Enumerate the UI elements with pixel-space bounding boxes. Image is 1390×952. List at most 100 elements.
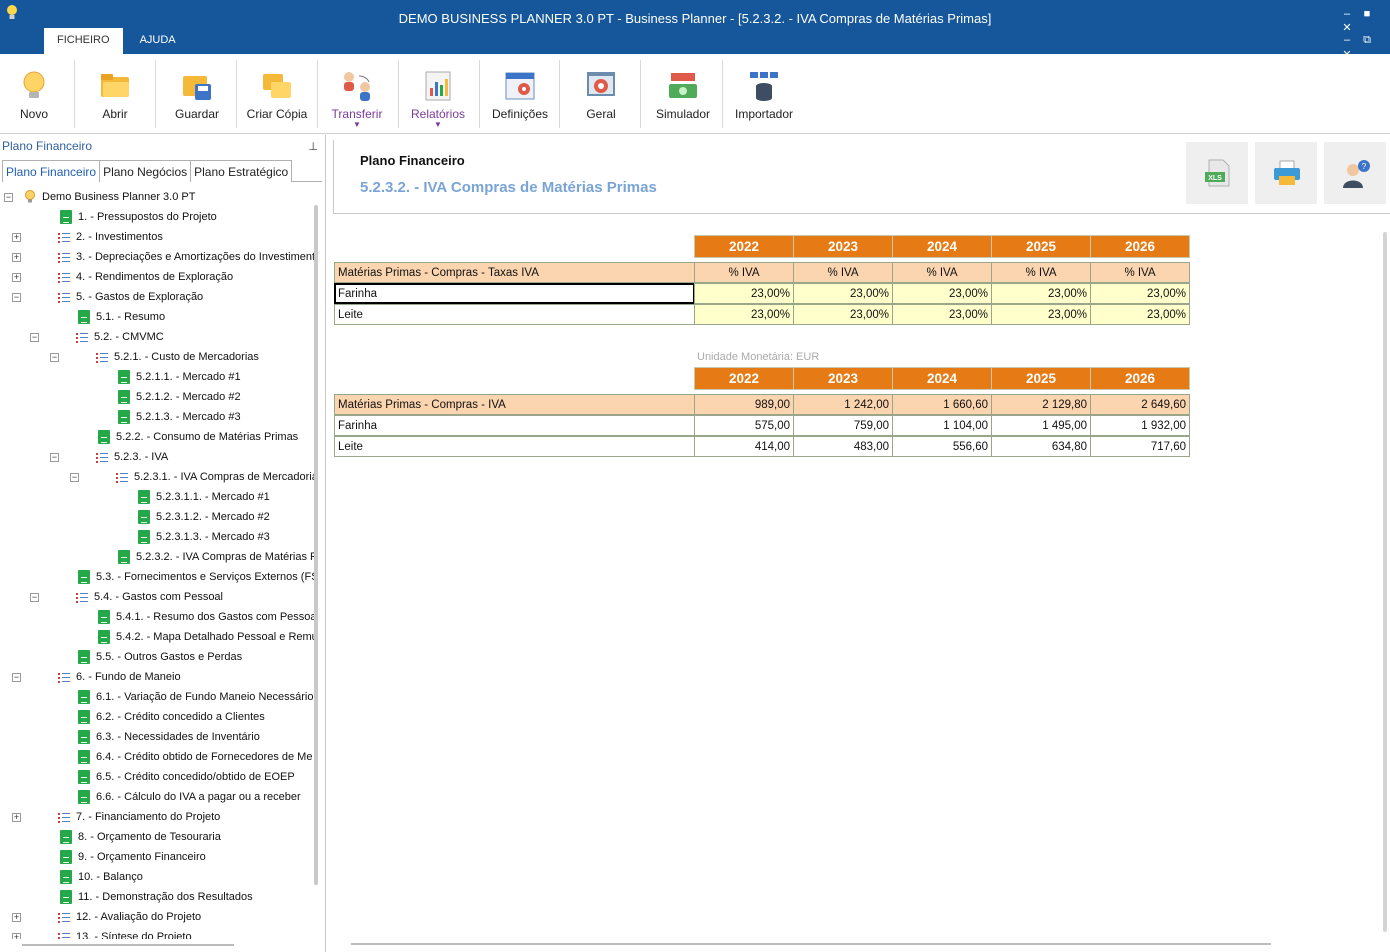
row-label[interactable]: Leite	[334, 436, 695, 457]
tree-item[interactable]: 6.5. - Crédito concedido/obtido de EOEP	[0, 767, 316, 787]
close-button[interactable]: ✕	[1342, 22, 1352, 34]
expand-icon[interactable]: +	[12, 232, 21, 242]
tree-scrollbar[interactable]	[314, 205, 318, 885]
rate-input-cell[interactable]: 23,00%	[694, 304, 794, 325]
tree-item[interactable]: 5.2.1.1. - Mercado #1	[0, 367, 316, 387]
tree-item[interactable]: 10. - Balanço	[0, 867, 316, 887]
collapse-icon[interactable]: −	[50, 452, 59, 462]
minimize-button[interactable]: ‒	[1343, 8, 1351, 20]
abrir-button[interactable]: Abrir	[75, 58, 155, 130]
tree-item[interactable]: − 5.4. - Gastos com Pessoal	[0, 587, 316, 607]
list-icon	[58, 930, 70, 939]
tree-item[interactable]: − 5.2.1. - Custo de Mercadorias	[0, 347, 316, 367]
tree-item[interactable]: 5.1. - Resumo	[0, 307, 316, 327]
tree-item[interactable]: 5.3. - Fornecimentos e Serviços Externos…	[0, 567, 316, 587]
collapse-icon[interactable]: −	[12, 292, 21, 302]
tree-item[interactable]: +2. - Investimentos	[0, 227, 316, 247]
expand-icon[interactable]: +	[12, 252, 21, 262]
importador-button[interactable]: Importador	[724, 58, 804, 130]
rate-input-cell[interactable]: 23,00%	[892, 304, 992, 325]
rate-input-cell[interactable]: 23,00%	[793, 283, 893, 304]
tree-item[interactable]: +3. - Depreciações e Amortizações do Inv…	[0, 247, 316, 267]
collapse-icon[interactable]: −	[50, 352, 59, 362]
tree-item[interactable]: − 5.2.3. - IVA	[0, 447, 316, 467]
list-icon	[58, 250, 70, 264]
collapse-icon[interactable]: −	[30, 592, 39, 602]
tab-plano-financeiro[interactable]: Plano Financeiro	[2, 160, 101, 182]
tree-item[interactable]: 5.2.3.1.3. - Mercado #3	[0, 527, 316, 547]
excel-export-button[interactable]: XLS	[1186, 142, 1248, 204]
expand-icon[interactable]: +	[12, 272, 21, 282]
tree-item[interactable]: 8. - Orçamento de Tesouraria	[0, 827, 316, 847]
tree-item[interactable]: 5.2.3.1.1. - Mercado #1	[0, 487, 316, 507]
doc-restore-button[interactable]: ⧉	[1363, 34, 1371, 46]
guardar-button[interactable]: Guardar	[157, 58, 237, 130]
criar-copia-button[interactable]: Criar Cópia	[237, 58, 317, 130]
tree-item[interactable]: − 5. - Gastos de Exploração	[0, 287, 316, 307]
tree-item[interactable]: +12. - Avaliação do Projeto	[0, 907, 316, 927]
geral-button[interactable]: Geral	[561, 58, 641, 130]
rate-input-cell[interactable]: 23,00%	[1090, 304, 1190, 325]
tree-item[interactable]: 6.3. - Necessidades de Inventário	[0, 727, 316, 747]
rate-input-cell[interactable]: 23,00%	[892, 283, 992, 304]
row-label[interactable]: Leite	[334, 304, 695, 325]
tab-ficheiro[interactable]: FICHEIRO	[44, 28, 123, 54]
tree-item[interactable]: 5.2.1.2. - Mercado #2	[0, 387, 316, 407]
relatorios-button[interactable]: Relatórios ▼	[398, 58, 478, 130]
print-button[interactable]	[1255, 142, 1317, 204]
collapse-icon[interactable]: −	[12, 672, 21, 682]
rate-input-cell[interactable]: 23,00%	[694, 283, 794, 304]
tree-item[interactable]: 5.2.3.1.2. - Mercado #2	[0, 507, 316, 527]
content-header: Plano Financeiro 5.2.3.2. - IVA Compras …	[333, 140, 1390, 214]
tree-item[interactable]: 6.2. - Crédito concedido a Clientes	[0, 707, 316, 727]
tree-item[interactable]: 5.4.1. - Resumo dos Gastos com Pessoal	[0, 607, 316, 627]
pin-icon[interactable]: ⊥	[308, 141, 318, 153]
collapse-icon[interactable]: −	[30, 332, 39, 342]
collapse-icon[interactable]: −	[70, 472, 79, 482]
definicoes-button[interactable]: Definições	[480, 58, 560, 130]
tree-item[interactable]: 5.2.1.3. - Mercado #3	[0, 407, 316, 427]
tree-item-label: 5. - Gastos de Exploração	[76, 291, 204, 303]
content-scrollbar[interactable]	[1383, 232, 1387, 932]
rate-input-cell[interactable]: 23,00%	[793, 304, 893, 325]
tree-item[interactable]: 5.5. - Outros Gastos e Perdas	[0, 647, 316, 667]
collapse-icon[interactable]: −	[4, 192, 13, 202]
tree-horizontal-scrollbar[interactable]	[22, 944, 234, 946]
tab-plano-negocios[interactable]: Plano Negócios	[99, 160, 192, 182]
tab-ajuda[interactable]: AJUDA	[139, 34, 176, 46]
tree-item[interactable]: − Demo Business Planner 3.0 PT	[0, 187, 316, 207]
tree-item[interactable]: − 5.2. - CMVMC	[0, 327, 316, 347]
tree-item[interactable]: 1. - Pressupostos do Projeto	[0, 207, 316, 227]
row-label[interactable]: Farinha	[334, 283, 695, 304]
tree-item[interactable]: 5.2.2. - Consumo de Matérias Primas	[0, 427, 316, 447]
tree-item[interactable]: 11. - Demonstração dos Resultados	[0, 887, 316, 907]
tree-item[interactable]: 6.6. - Cálculo do IVA a pagar ou a receb…	[0, 787, 316, 807]
help-button[interactable]: ?	[1324, 142, 1386, 204]
expand-icon[interactable]: +	[12, 912, 21, 922]
novo-button[interactable]: Novo	[0, 58, 74, 130]
expand-icon[interactable]: +	[12, 933, 21, 939]
tree-item[interactable]: − 5.2.3.1. - IVA Compras de Mercadoria	[0, 467, 316, 487]
maximize-button[interactable]: ■	[1363, 8, 1371, 20]
rate-input-cell[interactable]: 23,00%	[991, 304, 1091, 325]
tree-item[interactable]: +4. - Rendimentos de Exploração	[0, 267, 316, 287]
tree-item[interactable]: − 6. - Fundo de Maneio	[0, 667, 316, 687]
tree-item[interactable]: 6.1. - Variação de Fundo Maneio Necessár…	[0, 687, 316, 707]
doc-minimize-button[interactable]: ‒	[1343, 34, 1351, 46]
save-icon	[183, 76, 211, 100]
tree-item[interactable]: 6.4. - Crédito obtido de Fornecedores de…	[0, 747, 316, 767]
tree-item[interactable]: +13. - Síntese do Projeto	[0, 927, 316, 939]
rate-input-cell[interactable]: 23,00%	[991, 283, 1091, 304]
transferir-button[interactable]: Transferir ▼	[317, 58, 397, 130]
rate-input-cell[interactable]: 23,00%	[1090, 283, 1190, 304]
simulador-button[interactable]: Simulador	[643, 58, 723, 130]
expand-icon[interactable]: +	[12, 812, 21, 822]
tree-item[interactable]: 5.2.3.2. - IVA Compras de Matérias Pri	[0, 547, 316, 567]
row-label[interactable]: Farinha	[334, 415, 695, 436]
tree-item[interactable]: 9. - Orçamento Financeiro	[0, 847, 316, 867]
tab-plano-estrategico[interactable]: Plano Estratégico	[190, 160, 293, 182]
tree-item[interactable]: +7. - Financiamento do Projeto	[0, 807, 316, 827]
tree-item[interactable]: 5.4.2. - Mapa Detalhado Pessoal e Remur	[0, 627, 316, 647]
tree-item-label: 2. - Investimentos	[76, 231, 163, 243]
content-horizontal-scrollbar[interactable]	[351, 943, 1271, 945]
